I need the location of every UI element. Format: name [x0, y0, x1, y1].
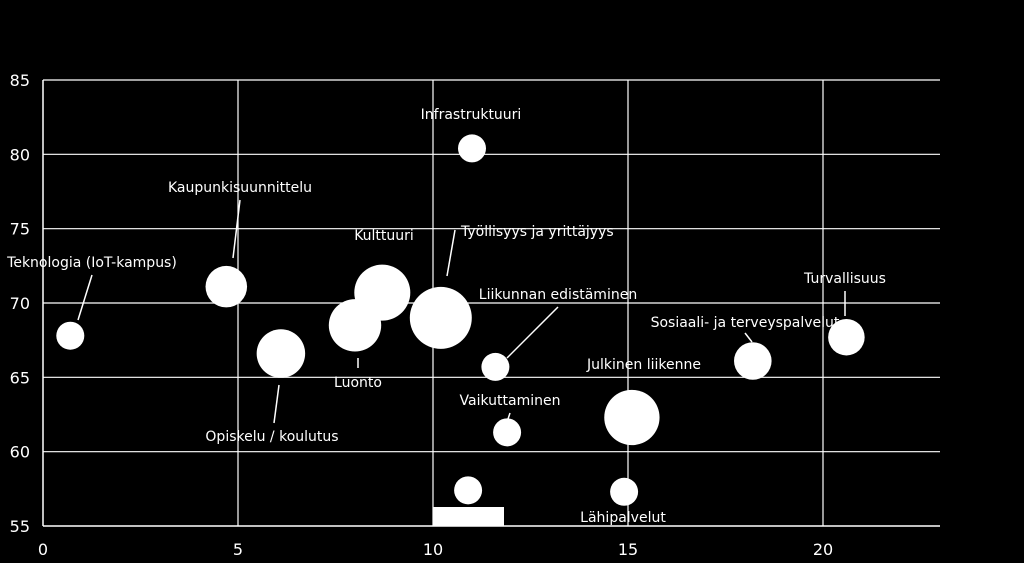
y-axis-ticks: 55 60 65 70 75 80 85	[10, 71, 30, 536]
bubble	[604, 389, 660, 446]
bubble	[481, 352, 510, 381]
y-tick-label: 85	[10, 71, 30, 90]
y-tick-label: 65	[10, 368, 30, 387]
bubble-label: Sosiaali- ja terveyspalvelut	[651, 315, 840, 331]
bubble-labels: Teknologia (IoT-kampus) Kaupunkisuunnitte…	[6, 107, 886, 526]
bubble	[454, 476, 483, 505]
legend-swatch	[433, 507, 504, 526]
callout-line	[506, 306, 559, 359]
bubble	[493, 418, 522, 447]
y-tick-label: 80	[10, 145, 30, 164]
bubble-label: Lähipalvelut	[580, 510, 666, 526]
bubble	[734, 342, 772, 380]
callout-line	[506, 412, 511, 423]
bubble-label: Luonto	[334, 375, 382, 391]
callout-line	[273, 384, 280, 424]
bubbles	[56, 134, 865, 506]
callout-line	[232, 199, 241, 259]
bubble	[458, 134, 486, 163]
bubble	[354, 264, 411, 321]
bubble-label: Kaupunkisuunnittelu	[168, 180, 312, 196]
bubble	[256, 329, 306, 378]
bubble-label: Julkinen liikenne	[586, 357, 701, 373]
gridlines	[43, 79, 940, 526]
x-tick-label: 5	[233, 540, 243, 559]
x-tick-label: 20	[813, 540, 833, 559]
bubble	[409, 286, 472, 349]
bubble	[610, 477, 639, 506]
y-tick-label: 60	[10, 443, 30, 462]
y-tick-label: 70	[10, 294, 30, 313]
bubble-label: Turvallisuus	[803, 271, 886, 287]
bubble	[56, 321, 85, 350]
y-tick-label: 75	[10, 220, 30, 239]
callout-line	[446, 229, 456, 277]
bubble-label: Teknologia (IoT-kampus)	[6, 255, 177, 271]
callout-line	[744, 332, 753, 343]
bubble	[828, 318, 865, 356]
callout-lines	[77, 199, 846, 424]
bubble-label: Kulttuuri	[354, 228, 414, 244]
x-axis-ticks: 0 5 10 15 20	[38, 540, 833, 559]
callout-line	[77, 274, 93, 321]
bubble	[205, 265, 248, 308]
y-tick-label: 55	[10, 517, 30, 536]
bubble-label: Vaikuttaminen	[460, 393, 561, 409]
bubble-label: Opiskelu / koulutus	[205, 429, 338, 445]
bubble-label: Infrastruktuuri	[421, 107, 522, 123]
bubble-label: Työllisyys ja yrittäjyys	[460, 224, 614, 240]
x-tick-label: 10	[423, 540, 443, 559]
x-tick-label: 15	[618, 540, 638, 559]
bubble-label: Liikunnan edistäminen	[479, 287, 637, 303]
x-tick-label: 0	[38, 540, 48, 559]
